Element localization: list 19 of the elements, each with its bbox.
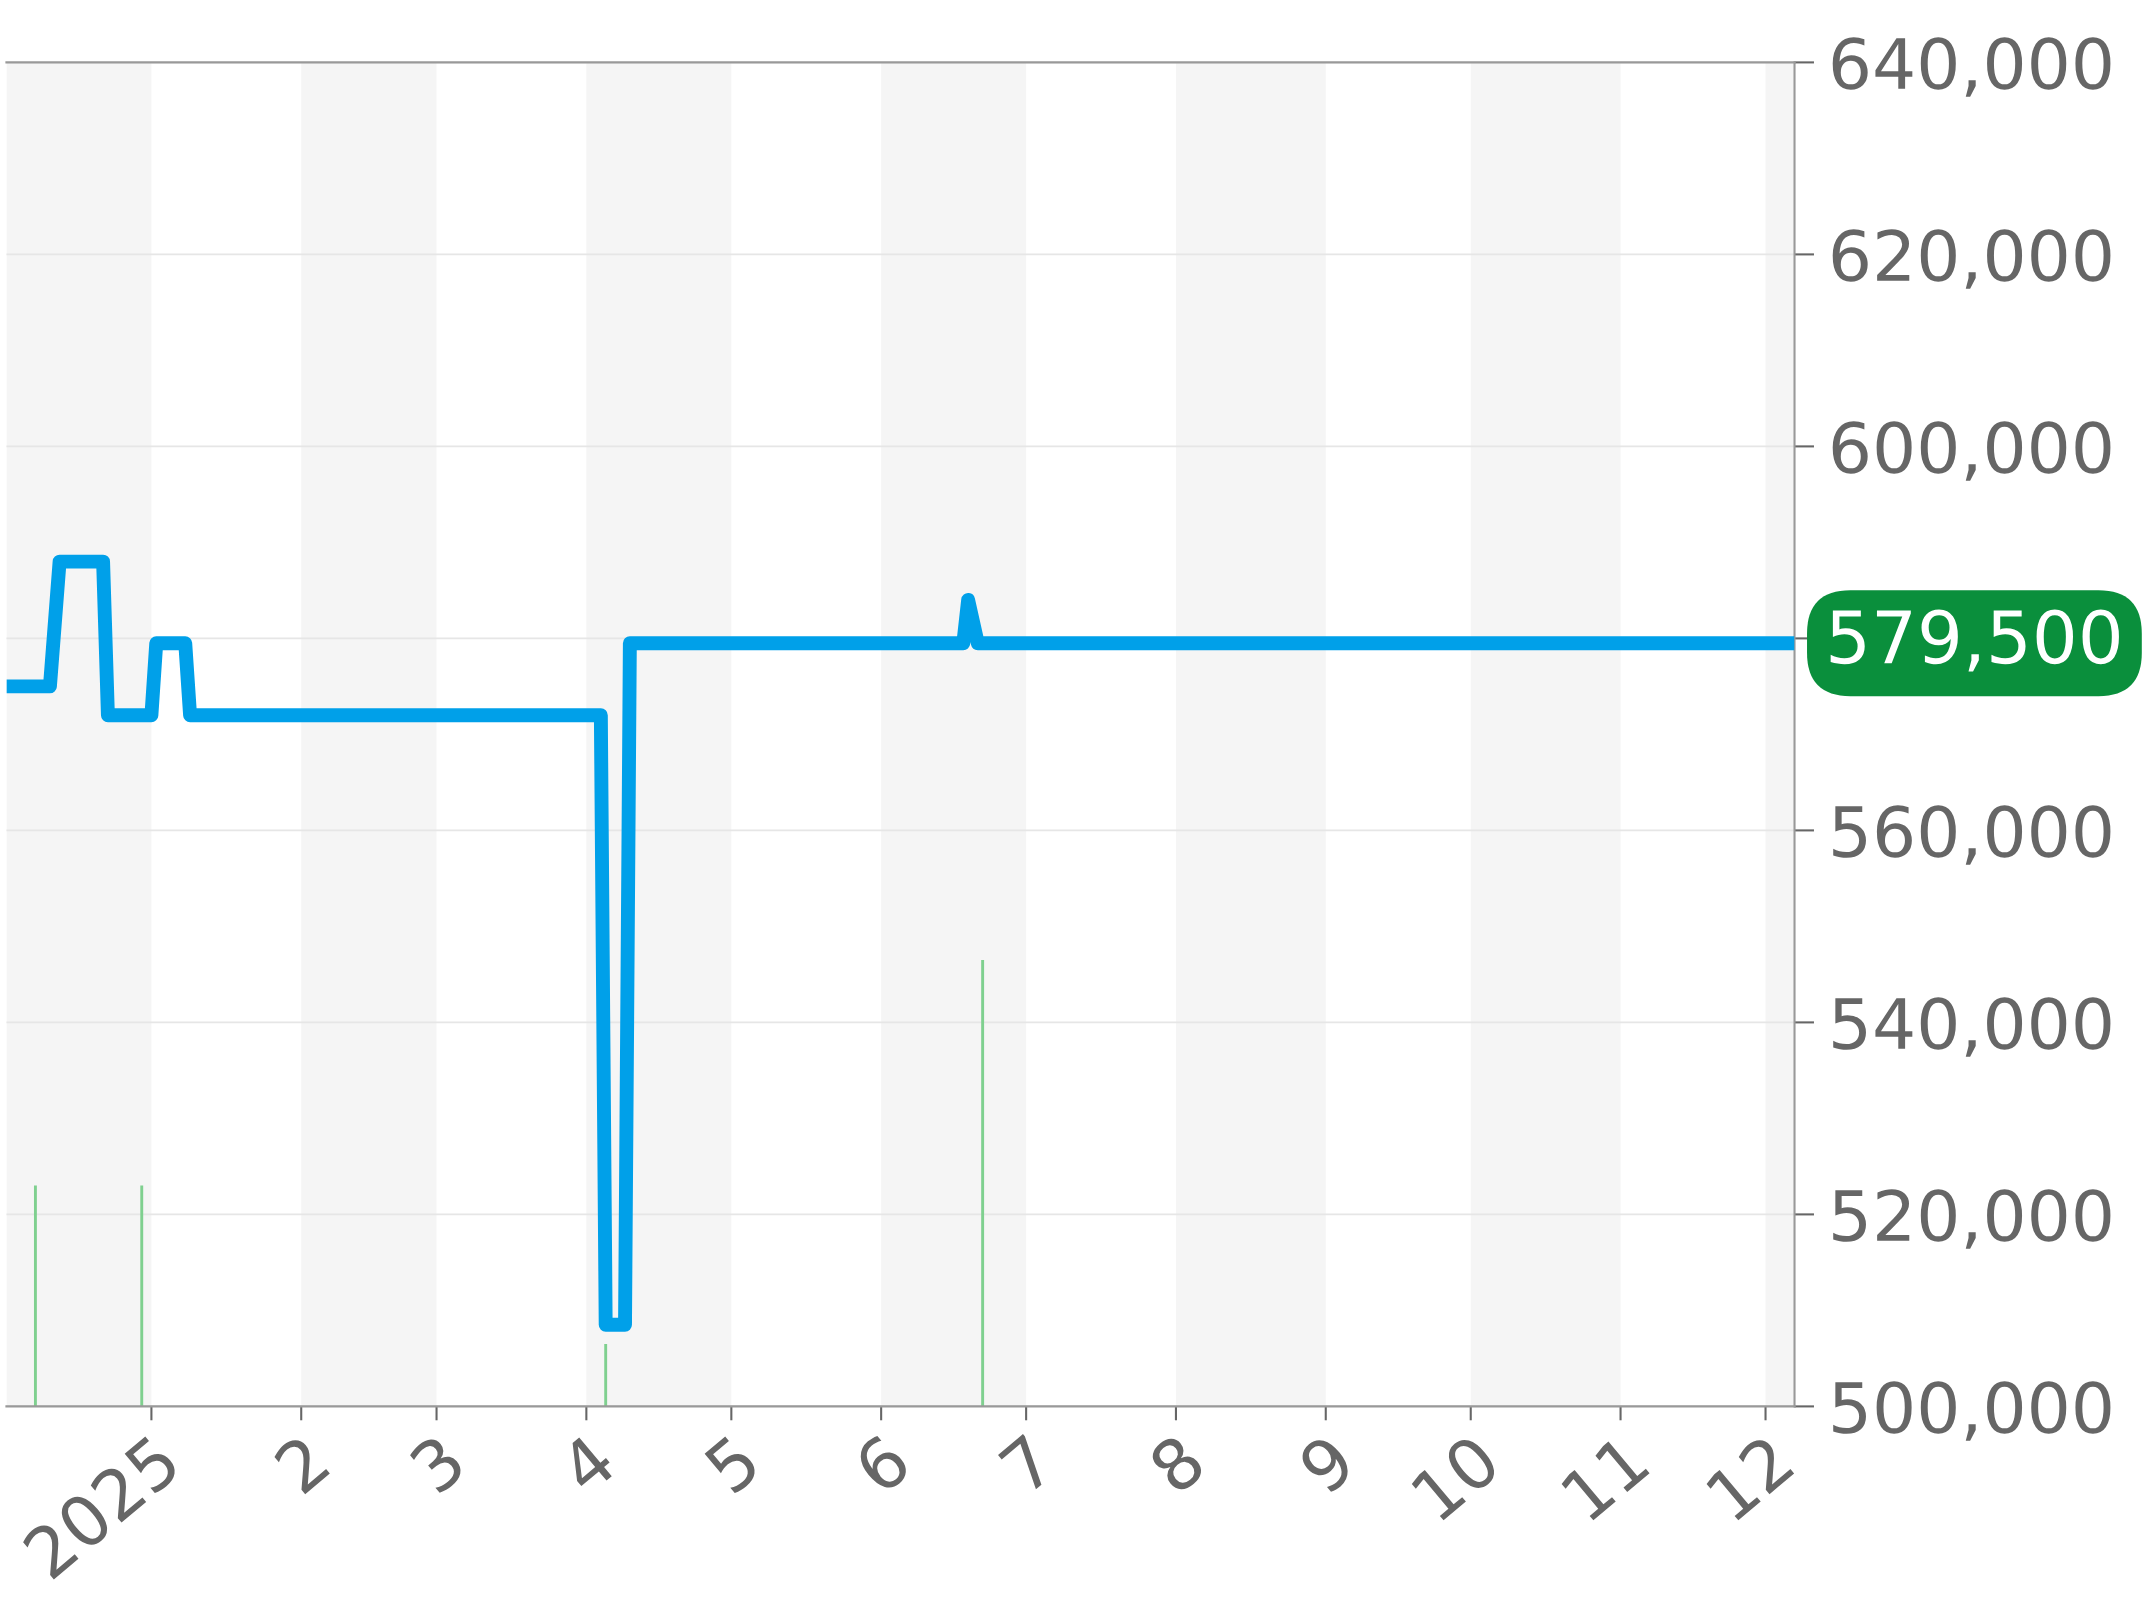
x-tick-label: 6: [851, 1432, 913, 1496]
x-tick-label: 8: [1146, 1432, 1207, 1496]
annotation: 579,500: [1830, 609, 2119, 672]
y-tick-label: 640,000: [1832, 37, 2111, 97]
y-tick-label: 620,000: [1832, 229, 2111, 289]
y-tick-label: 600,000: [1832, 421, 2111, 481]
y-tick-label: 500,000: [1833, 1381, 2111, 1441]
y-tick-label: 540,000: [1833, 997, 2111, 1057]
x-tick-label: 7: [998, 1434, 1056, 1494]
x-tick-label: 5: [702, 1434, 762, 1495]
x-tick-label: 2: [272, 1434, 330, 1495]
x-tick-label: 10: [1409, 1432, 1502, 1522]
y-tick-label: 520,000: [1833, 1189, 2111, 1249]
x-tick-label: 4: [556, 1432, 618, 1496]
x-tick-label: 11: [1560, 1434, 1650, 1521]
x-tick-label: 9: [1296, 1432, 1357, 1496]
y-tick-label: 560,000: [1833, 805, 2111, 865]
x-tick-label: 12: [1704, 1434, 1795, 1521]
x-tick-label: 3: [407, 1433, 467, 1495]
